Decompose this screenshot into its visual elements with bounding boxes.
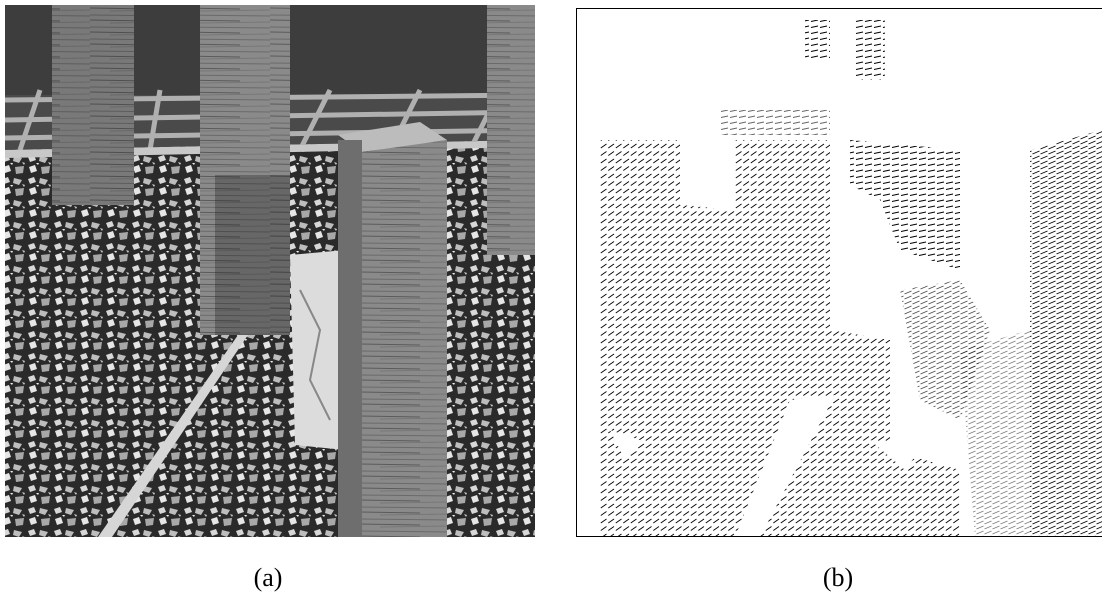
panel-label: (b) [823,563,853,592]
panel-label: (a) [254,563,283,592]
scene-image [5,5,535,537]
flow-field [576,8,1102,537]
figure: (a) (b) [0,0,1102,601]
page: {"panels": [{"label": "(a)"}, {"label": … [0,0,1102,601]
